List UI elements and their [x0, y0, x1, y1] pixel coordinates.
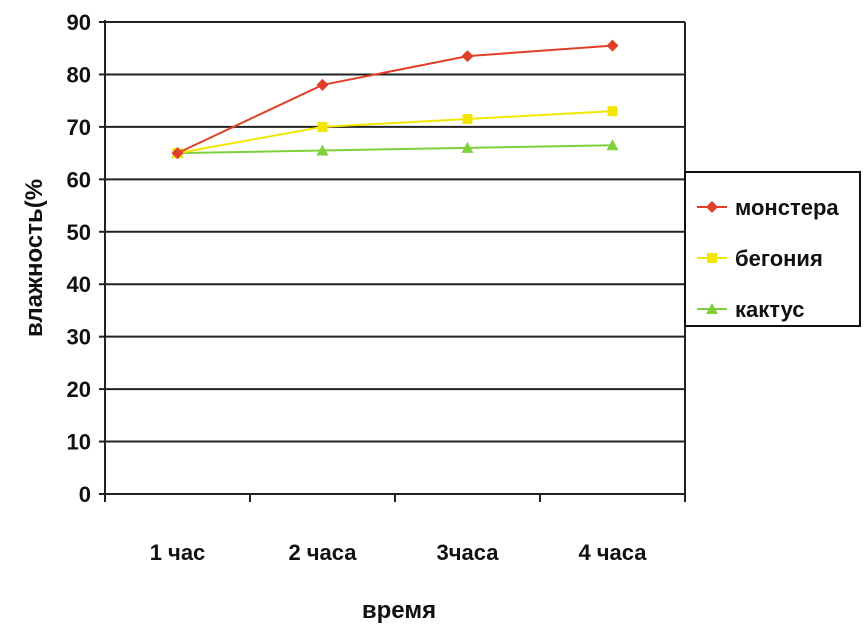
data-point — [607, 106, 618, 117]
series-line — [177, 44, 613, 155]
y-tick-label: 10 — [67, 430, 91, 455]
y-tick-label: 90 — [67, 10, 91, 35]
y-tick-label: 30 — [67, 325, 91, 350]
x-axis-title: время — [362, 597, 436, 624]
series-бегония — [172, 106, 618, 159]
legend-marker — [706, 303, 718, 314]
y-tick-label: 0 — [79, 482, 91, 507]
legend-item: бегония — [697, 246, 823, 271]
series-line — [177, 110, 613, 155]
data-point — [606, 139, 619, 151]
axes — [99, 20, 686, 502]
data-point — [317, 121, 328, 132]
legend-box — [684, 171, 861, 327]
y-tick-label: 80 — [67, 62, 91, 87]
data-point — [461, 50, 474, 63]
data-point — [316, 78, 329, 91]
legend: монстера бегония кактус — [684, 171, 861, 327]
data-point — [462, 114, 473, 125]
y-tick-label: 40 — [67, 272, 91, 297]
series-lines — [171, 39, 619, 160]
data-point — [606, 39, 619, 52]
x-tick-labels: 1 час 2 часа 3часа 4 часа — [150, 540, 648, 565]
x-tick-label: 4 часа — [578, 540, 647, 565]
legend-item: кактус — [697, 297, 805, 322]
legend-marker — [706, 201, 718, 213]
legend-marker — [707, 253, 717, 263]
y-tick-label: 70 — [67, 115, 91, 140]
y-axis-title: влажность(% — [21, 179, 48, 337]
x-tick-label: 2 часа — [288, 540, 357, 565]
x-tick-label: 1 час — [150, 540, 206, 565]
legend-label: кактус — [735, 297, 805, 322]
y-tick-label: 60 — [67, 167, 91, 192]
data-point — [461, 141, 474, 153]
legend-label: бегония — [735, 246, 823, 271]
series-line — [177, 144, 613, 155]
data-point — [316, 144, 329, 156]
y-tick-label: 50 — [67, 220, 91, 245]
y-tick-label: 20 — [67, 377, 91, 402]
data-point — [171, 147, 184, 160]
series-монстера — [171, 39, 619, 160]
x-tick-label: 3часа — [437, 540, 500, 565]
gridlines — [105, 21, 685, 443]
legend-item: монстера — [697, 195, 839, 220]
legend-label: монстера — [735, 195, 839, 220]
y-tick-labels: 0 10 20 30 40 50 60 70 80 90 — [67, 10, 91, 507]
